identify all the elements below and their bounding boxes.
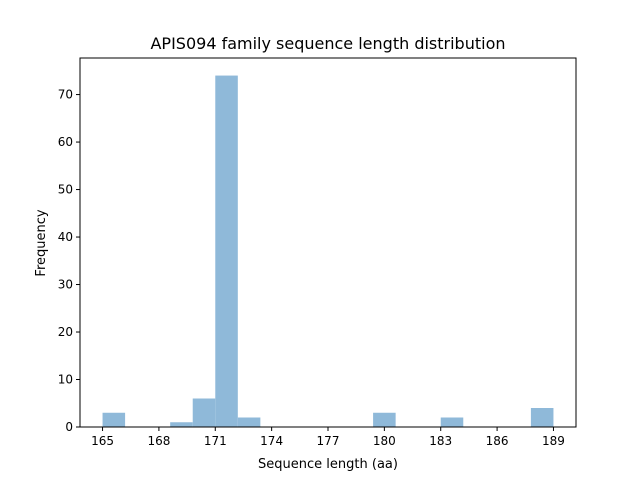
histogram-bar: [373, 412, 396, 427]
y-tick-label: 70: [58, 88, 73, 102]
x-tick-label: 171: [204, 434, 227, 448]
histogram-bar: [170, 422, 193, 427]
x-tick-label: 186: [486, 434, 509, 448]
x-tick-label: 177: [317, 434, 340, 448]
x-tick-label: 189: [542, 434, 565, 448]
y-axis-label: Frequency: [34, 209, 49, 276]
y-tick-label: 10: [58, 373, 73, 387]
histogram-bar: [215, 75, 238, 428]
x-tick-label: 165: [91, 434, 114, 448]
x-axis-label: Sequence length (aa): [258, 457, 398, 472]
x-tick-label: 168: [147, 434, 170, 448]
histogram-bar: [192, 398, 216, 427]
histogram-bar: [440, 417, 464, 427]
x-tick-label: 180: [373, 434, 396, 448]
y-tick-label: 40: [58, 230, 73, 244]
histogram-bar: [102, 412, 126, 427]
y-tick-label: 30: [58, 278, 73, 292]
y-tick-label: 20: [58, 325, 73, 339]
chart-title: APIS094 family sequence length distribut…: [150, 34, 505, 53]
x-tick-label: 183: [429, 434, 452, 448]
y-tick-label: 50: [58, 183, 73, 197]
x-tick-label: 174: [260, 434, 283, 448]
plot-frame: [79, 57, 577, 428]
histogram-bar: [530, 408, 554, 427]
histogram-bar: [237, 417, 261, 427]
y-tick-label: 60: [58, 135, 73, 149]
y-tick-label: 0: [65, 420, 73, 434]
